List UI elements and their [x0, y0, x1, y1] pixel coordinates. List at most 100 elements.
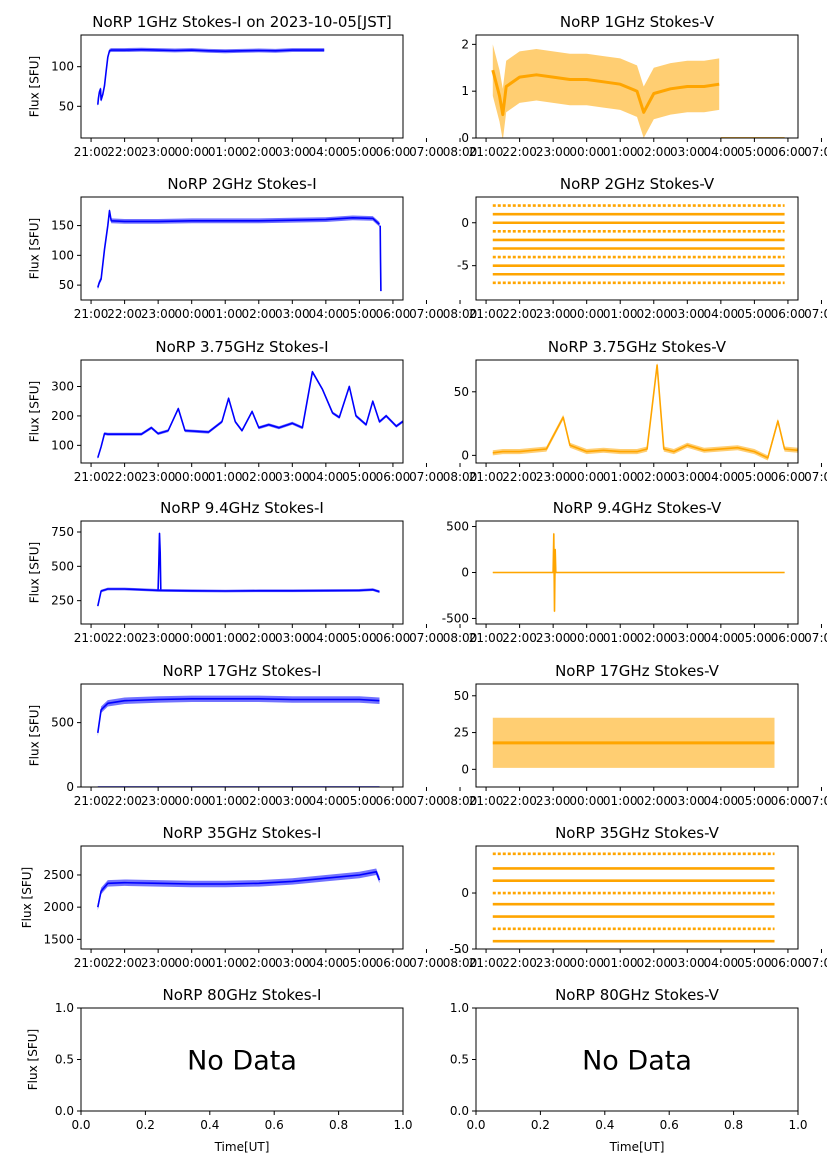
x-tick-label: 23:00 [141, 145, 176, 159]
x-tick-label: 01:00 [208, 470, 243, 484]
chart-title: NoRP 35GHz Stokes-I [163, 824, 322, 842]
chart-title: NoRP 2GHz Stokes-I [167, 175, 316, 193]
x-tick-label: 00:00 [569, 145, 604, 159]
x-tick-label: 21:00 [74, 794, 109, 808]
series-line-1 [98, 699, 380, 733]
y-tick-label: 100 [51, 438, 74, 452]
x-tick-label: 0.2 [531, 1118, 550, 1132]
x-tick-label: 00:00 [174, 145, 209, 159]
series-band-1 [98, 370, 448, 459]
plot-area [98, 869, 380, 911]
x-tick-label: 06:00 [771, 794, 806, 808]
x-tick-label: 02:00 [241, 794, 276, 808]
chart-title: NoRP 1GHz Stokes-V [560, 13, 715, 31]
x-tick-label: 07:00 [409, 470, 444, 484]
x-tick-label: 06:00 [771, 307, 806, 321]
chart-title: NoRP 17GHz Stokes-I [163, 662, 322, 680]
x-tick-label: 03:00 [275, 470, 310, 484]
y-tick-label: 300 [51, 379, 74, 393]
y-tick-label: 0 [461, 762, 469, 776]
y-tick-label: 0.5 [55, 1053, 74, 1067]
no-data-label: No Data [187, 1046, 297, 1077]
x-tick-label: 23:00 [536, 631, 571, 645]
x-tick-label: 05:00 [737, 145, 772, 159]
y-axis-label: Flux [SFU] [28, 56, 42, 117]
chart-panel-5: NoRP 3.75GHz Stokes-I10020030021:0022:00… [28, 338, 478, 484]
chart-panel-3: NoRP 2GHz Stokes-I5010015021:0022:0023:0… [28, 175, 478, 321]
x-tick-label: 21:00 [74, 956, 109, 970]
chart-panel-1: NoRP 1GHz Stokes-I on 2023-10-05[JST]501… [28, 13, 478, 159]
axes-frame [81, 197, 403, 300]
plot-area [493, 854, 775, 941]
x-tick-label: 22:00 [502, 470, 537, 484]
x-tick-label: 04:00 [309, 307, 344, 321]
x-tick-label: 22:00 [107, 631, 142, 645]
chart-title: NoRP 3.75GHz Stokes-I [155, 338, 328, 356]
chart-title: NoRP 35GHz Stokes-V [555, 824, 720, 842]
series-line-2 [380, 226, 381, 292]
x-tick-label: 23:00 [536, 307, 571, 321]
x-tick-label: 02:00 [241, 145, 276, 159]
series-line-1 [98, 372, 448, 458]
x-tick-label: 05:00 [737, 794, 772, 808]
x-tick-label: 07:00 [409, 956, 444, 970]
y-tick-label: 500 [51, 559, 74, 573]
chart-title: NoRP 2GHz Stokes-V [560, 175, 715, 193]
x-tick-label: 00:00 [174, 307, 209, 321]
chart-panel-8: NoRP 9.4GHz Stokes-V-500050021:0022:0023… [442, 499, 827, 645]
x-tick-label: 03:00 [670, 145, 705, 159]
x-tick-label: 21:00 [74, 307, 109, 321]
chart-panel-9: NoRP 17GHz Stokes-I050021:0022:0023:0000… [28, 662, 478, 808]
x-tick-label: 0.8 [724, 1118, 743, 1132]
chart-title: NoRP 80GHz Stokes-I [163, 986, 322, 1004]
y-tick-label: 500 [446, 520, 469, 534]
x-tick-label: 21:00 [469, 145, 504, 159]
chart-title: NoRP 3.75GHz Stokes-V [548, 338, 727, 356]
x-tick-label: 00:00 [174, 956, 209, 970]
x-tick-label: 21:00 [74, 470, 109, 484]
x-tick-label: 23:00 [141, 470, 176, 484]
x-tick-label: 04:00 [704, 470, 739, 484]
x-tick-label: 02:00 [241, 470, 276, 484]
x-tick-label: 22:00 [107, 307, 142, 321]
x-tick-label: 01:00 [603, 307, 638, 321]
x-tick-label: 05:00 [342, 631, 377, 645]
x-tick-label: 1.0 [788, 1118, 807, 1132]
y-tick-label: 0 [461, 131, 469, 145]
x-tick-label: 22:00 [107, 470, 142, 484]
x-tick-label: 00:00 [569, 956, 604, 970]
x-tick-label: 03:00 [670, 470, 705, 484]
x-tick-label: 06:00 [771, 470, 806, 484]
x-tick-label: 02:00 [636, 470, 671, 484]
axes-frame [81, 521, 403, 624]
y-tick-label: 2500 [43, 868, 74, 882]
plot-area [493, 44, 785, 140]
x-tick-label: 02:00 [636, 145, 671, 159]
x-tick-label: 05:00 [737, 631, 772, 645]
y-tick-label: 0.0 [55, 1104, 74, 1118]
y-tick-label: 50 [454, 689, 469, 703]
x-tick-label: 07:00 [804, 307, 827, 321]
x-tick-label: 06:00 [376, 631, 411, 645]
x-tick-label: 00:00 [174, 470, 209, 484]
x-tick-label: 07:00 [409, 794, 444, 808]
x-tick-label: 03:00 [275, 794, 310, 808]
x-tick-label: 03:00 [275, 631, 310, 645]
x-tick-label: 04:00 [309, 956, 344, 970]
x-tick-label: 04:00 [704, 631, 739, 645]
x-tick-label: 21:00 [74, 631, 109, 645]
plot-area [98, 531, 380, 608]
x-tick-label: 04:00 [704, 145, 739, 159]
y-tick-label: 0 [66, 780, 74, 794]
x-tick-label: 02:00 [636, 631, 671, 645]
y-axis-label: Flux [SFU] [28, 542, 42, 603]
y-tick-label: 150 [51, 219, 74, 233]
chart-title: NoRP 9.4GHz Stokes-V [553, 499, 722, 517]
x-tick-label: 05:00 [737, 307, 772, 321]
series-line-1 [493, 365, 827, 458]
y-tick-label: 2 [461, 37, 469, 51]
y-tick-label: 100 [51, 60, 74, 74]
y-tick-label: 2000 [43, 900, 74, 914]
